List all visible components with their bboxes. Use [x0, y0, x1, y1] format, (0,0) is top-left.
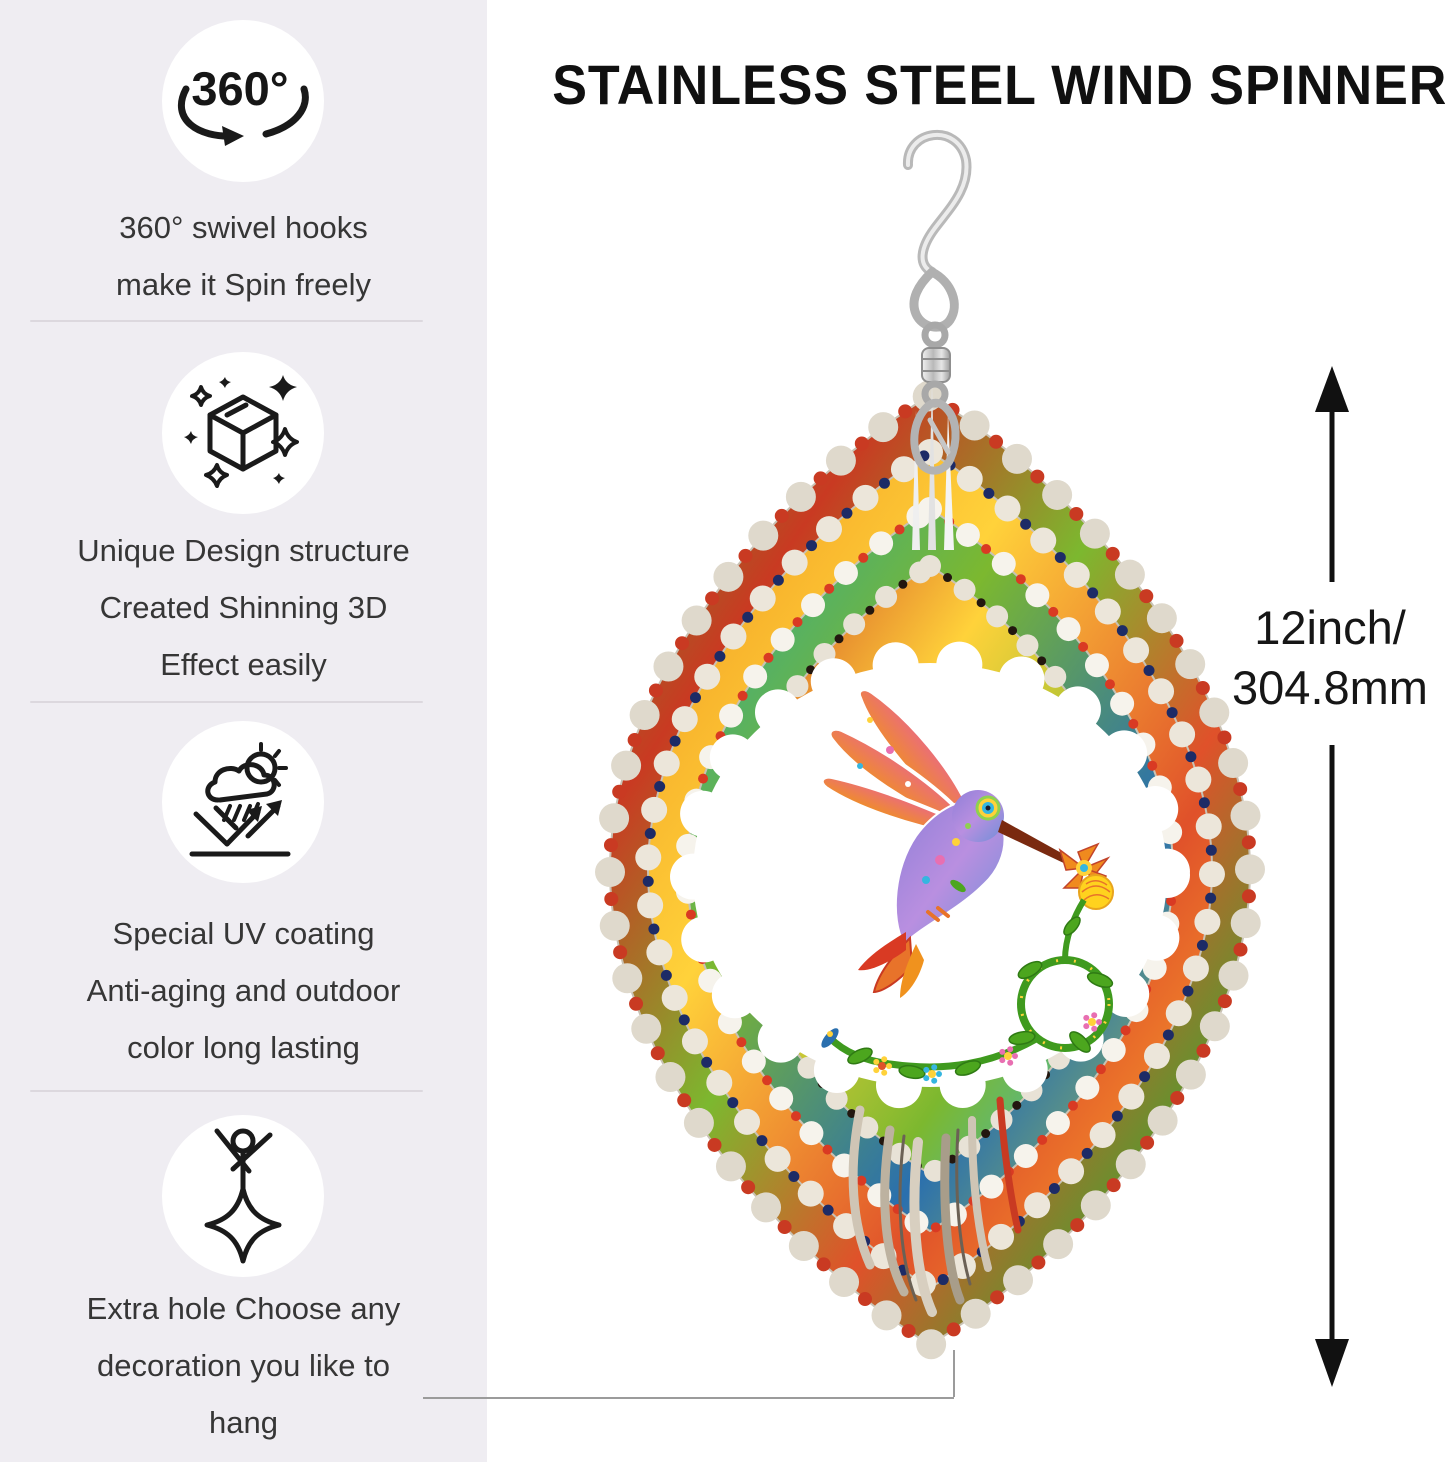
feature-hang-circle: [162, 1115, 324, 1277]
callout-line-vertical: [953, 1350, 955, 1397]
dimension-inches: 12inch/: [1254, 601, 1406, 654]
feature-sidebar: 360° 360° swivel hooks make it Spin free…: [0, 0, 487, 1462]
feature-line: hang: [209, 1405, 278, 1440]
feature-design-text: Unique Design structure Created Shinning…: [0, 522, 487, 693]
hummingbird-artwork: [819, 687, 1114, 1084]
divider: [30, 320, 423, 322]
wind-spinner-product-image: [594, 130, 1266, 1363]
feature-line: Created Shinning 3D: [99, 590, 388, 625]
spinner-bottom-tails: [848, 1096, 1022, 1317]
feature-line: make it Spin freely: [116, 267, 371, 302]
spinner-crown-front: [912, 378, 954, 550]
dimension-label: 12inch/ 304.8mm: [1198, 598, 1445, 718]
dimension-arrow: [1315, 366, 1349, 1387]
uv-weather-icon: [189, 742, 291, 857]
feature-360-text: 360° swivel hooks make it Spin freely: [0, 199, 487, 313]
hanging-decoration-icon: [204, 1128, 282, 1264]
page-title: STAINLESS STEEL WIND SPINNER: [552, 53, 1445, 116]
feature-line: Extra hole Choose any: [86, 1291, 401, 1326]
feature-line: Unique Design structure: [77, 533, 410, 568]
flower: [1058, 842, 1114, 910]
badge-360: 360°: [191, 62, 288, 115]
divider: [30, 701, 423, 703]
feature-design-circle: [162, 352, 324, 514]
feature-line: Effect easily: [160, 647, 327, 682]
feature-line: 360° swivel hooks: [119, 210, 368, 245]
feature-uv-circle: [162, 721, 324, 883]
vine-flowers: [873, 1012, 1102, 1084]
swivel-hook: [903, 130, 972, 475]
feature-uv-text: Special UV coating Anti-aging and outdoo…: [0, 905, 487, 1076]
divider: [30, 1090, 423, 1092]
feature-hang-text: Extra hole Choose any decoration you lik…: [0, 1280, 487, 1451]
feature-360-circle: 360°: [162, 20, 324, 182]
swivel-360-icon: 360°: [177, 62, 309, 146]
vine: [821, 898, 1114, 1084]
feature-line: color long lasting: [127, 1030, 360, 1065]
cube-sparkles-icon: [184, 375, 299, 488]
feature-line: decoration you like to: [97, 1348, 390, 1383]
feature-line: Anti-aging and outdoor: [86, 973, 401, 1008]
dimension-mm: 304.8mm: [1232, 661, 1428, 714]
feature-line: Special UV coating: [112, 916, 375, 951]
callout-line-horizontal: [423, 1397, 954, 1399]
